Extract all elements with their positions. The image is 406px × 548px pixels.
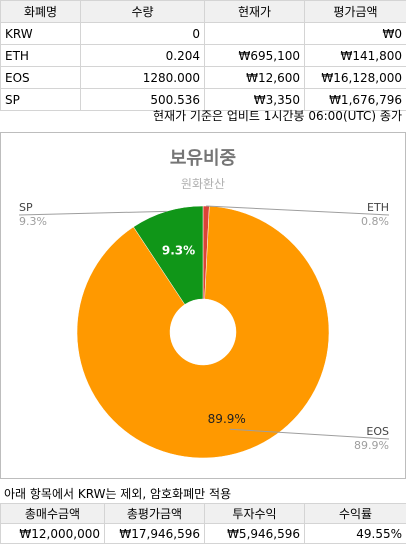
table-row: KRW 0 ₩0 [0, 22, 406, 45]
summary-table: 총매수금액 총평가금액 투자수익 수익률 ₩12,000,000 ₩17,946… [0, 503, 406, 544]
profit-value[interactable]: ₩5,946,596 [204, 523, 305, 544]
cell-value[interactable]: ₩0 [304, 22, 406, 45]
cell-quantity[interactable]: 1280.000 [80, 66, 205, 89]
header-profit[interactable]: 투자수익 [204, 503, 305, 524]
callout-pct-eos: 89.9% [354, 439, 389, 452]
cell-value[interactable]: ₩141,800 [304, 44, 406, 67]
cell-value[interactable]: ₩16,128,000 [304, 66, 406, 89]
pie-slice-sp[interactable] [133, 205, 204, 305]
header-price[interactable]: 현재가 [204, 0, 305, 23]
cell-currency[interactable]: KRW [0, 22, 81, 45]
slice-label-sp: 9.3% [162, 244, 195, 258]
callout-pct-sp: 9.3% [19, 215, 47, 228]
callout-name-sp: SP [19, 201, 33, 214]
pie-slices [76, 205, 330, 459]
header-total-value[interactable]: 총평가금액 [104, 503, 205, 524]
cell-price[interactable]: ₩3,350 [204, 88, 305, 111]
header-quantity[interactable]: 수량 [80, 0, 205, 23]
cell-price[interactable]: ₩695,100 [204, 44, 305, 67]
summary-header-row: 총매수금액 총평가금액 투자수익 수익률 [0, 503, 406, 524]
exclusion-note: 아래 항목에서 KRW는 제외, 암호화폐만 적용 [4, 487, 232, 501]
cell-price[interactable]: ₩12,600 [204, 66, 305, 89]
price-basis-note: 현재가 기준은 업비트 1시간봉 06:00(UTC) 종가 [152, 109, 402, 123]
callout-line-eth [206, 205, 390, 216]
cell-currency[interactable]: ETH [0, 44, 81, 67]
cell-currency[interactable]: EOS [0, 66, 81, 89]
cell-quantity[interactable]: 0 [80, 22, 205, 45]
cell-quantity[interactable]: 0.204 [80, 44, 205, 67]
summary-values-row: ₩12,000,000 ₩17,946,596 ₩5,946,596 49.55… [0, 523, 406, 544]
table-row: SP 500.536 ₩3,350 ₩1,676,796 [0, 88, 406, 111]
header-currency[interactable]: 화폐명 [0, 0, 81, 23]
pie-chart[interactable]: 보유비중 원화환산 ETH 0.8% 89.9% EOS 89.9% 9.3% SP 9.3% [0, 132, 406, 479]
holdings-header-row: 화폐명 수량 현재가 평가금액 [0, 0, 406, 23]
holdings-table: 화폐명 수량 현재가 평가금액 KRW 0 ₩0 ETH 0.204 ₩695,… [0, 0, 406, 111]
callout-name-eth: ETH [367, 201, 389, 214]
table-row: EOS 1280.000 ₩12,600 ₩16,128,000 [0, 66, 406, 89]
header-value[interactable]: 평가금액 [304, 0, 406, 23]
table-row: ETH 0.204 ₩695,100 ₩141,800 [0, 44, 406, 67]
return-rate-value[interactable]: 49.55% [304, 523, 406, 544]
header-total-purchase[interactable]: 총매수금액 [0, 503, 105, 524]
callout-line-sp [18, 210, 167, 216]
total-value-value[interactable]: ₩17,946,596 [104, 523, 205, 544]
callout-line-eos [229, 428, 390, 440]
chart-title: 보유비중 [170, 148, 236, 169]
cell-currency[interactable]: SP [0, 88, 81, 111]
callout-name-eos: EOS [366, 425, 389, 438]
cell-price[interactable] [204, 22, 305, 45]
header-return-rate[interactable]: 수익률 [304, 503, 406, 524]
chart-subtitle: 원화환산 [181, 177, 225, 191]
total-purchase-value[interactable]: ₩12,000,000 [0, 523, 105, 544]
cell-value[interactable]: ₩1,676,796 [304, 88, 406, 111]
pie-slice-eos[interactable] [76, 205, 330, 459]
callout-pct-eth: 0.8% [361, 215, 389, 228]
slice-label-eos: 89.9% [208, 412, 246, 426]
